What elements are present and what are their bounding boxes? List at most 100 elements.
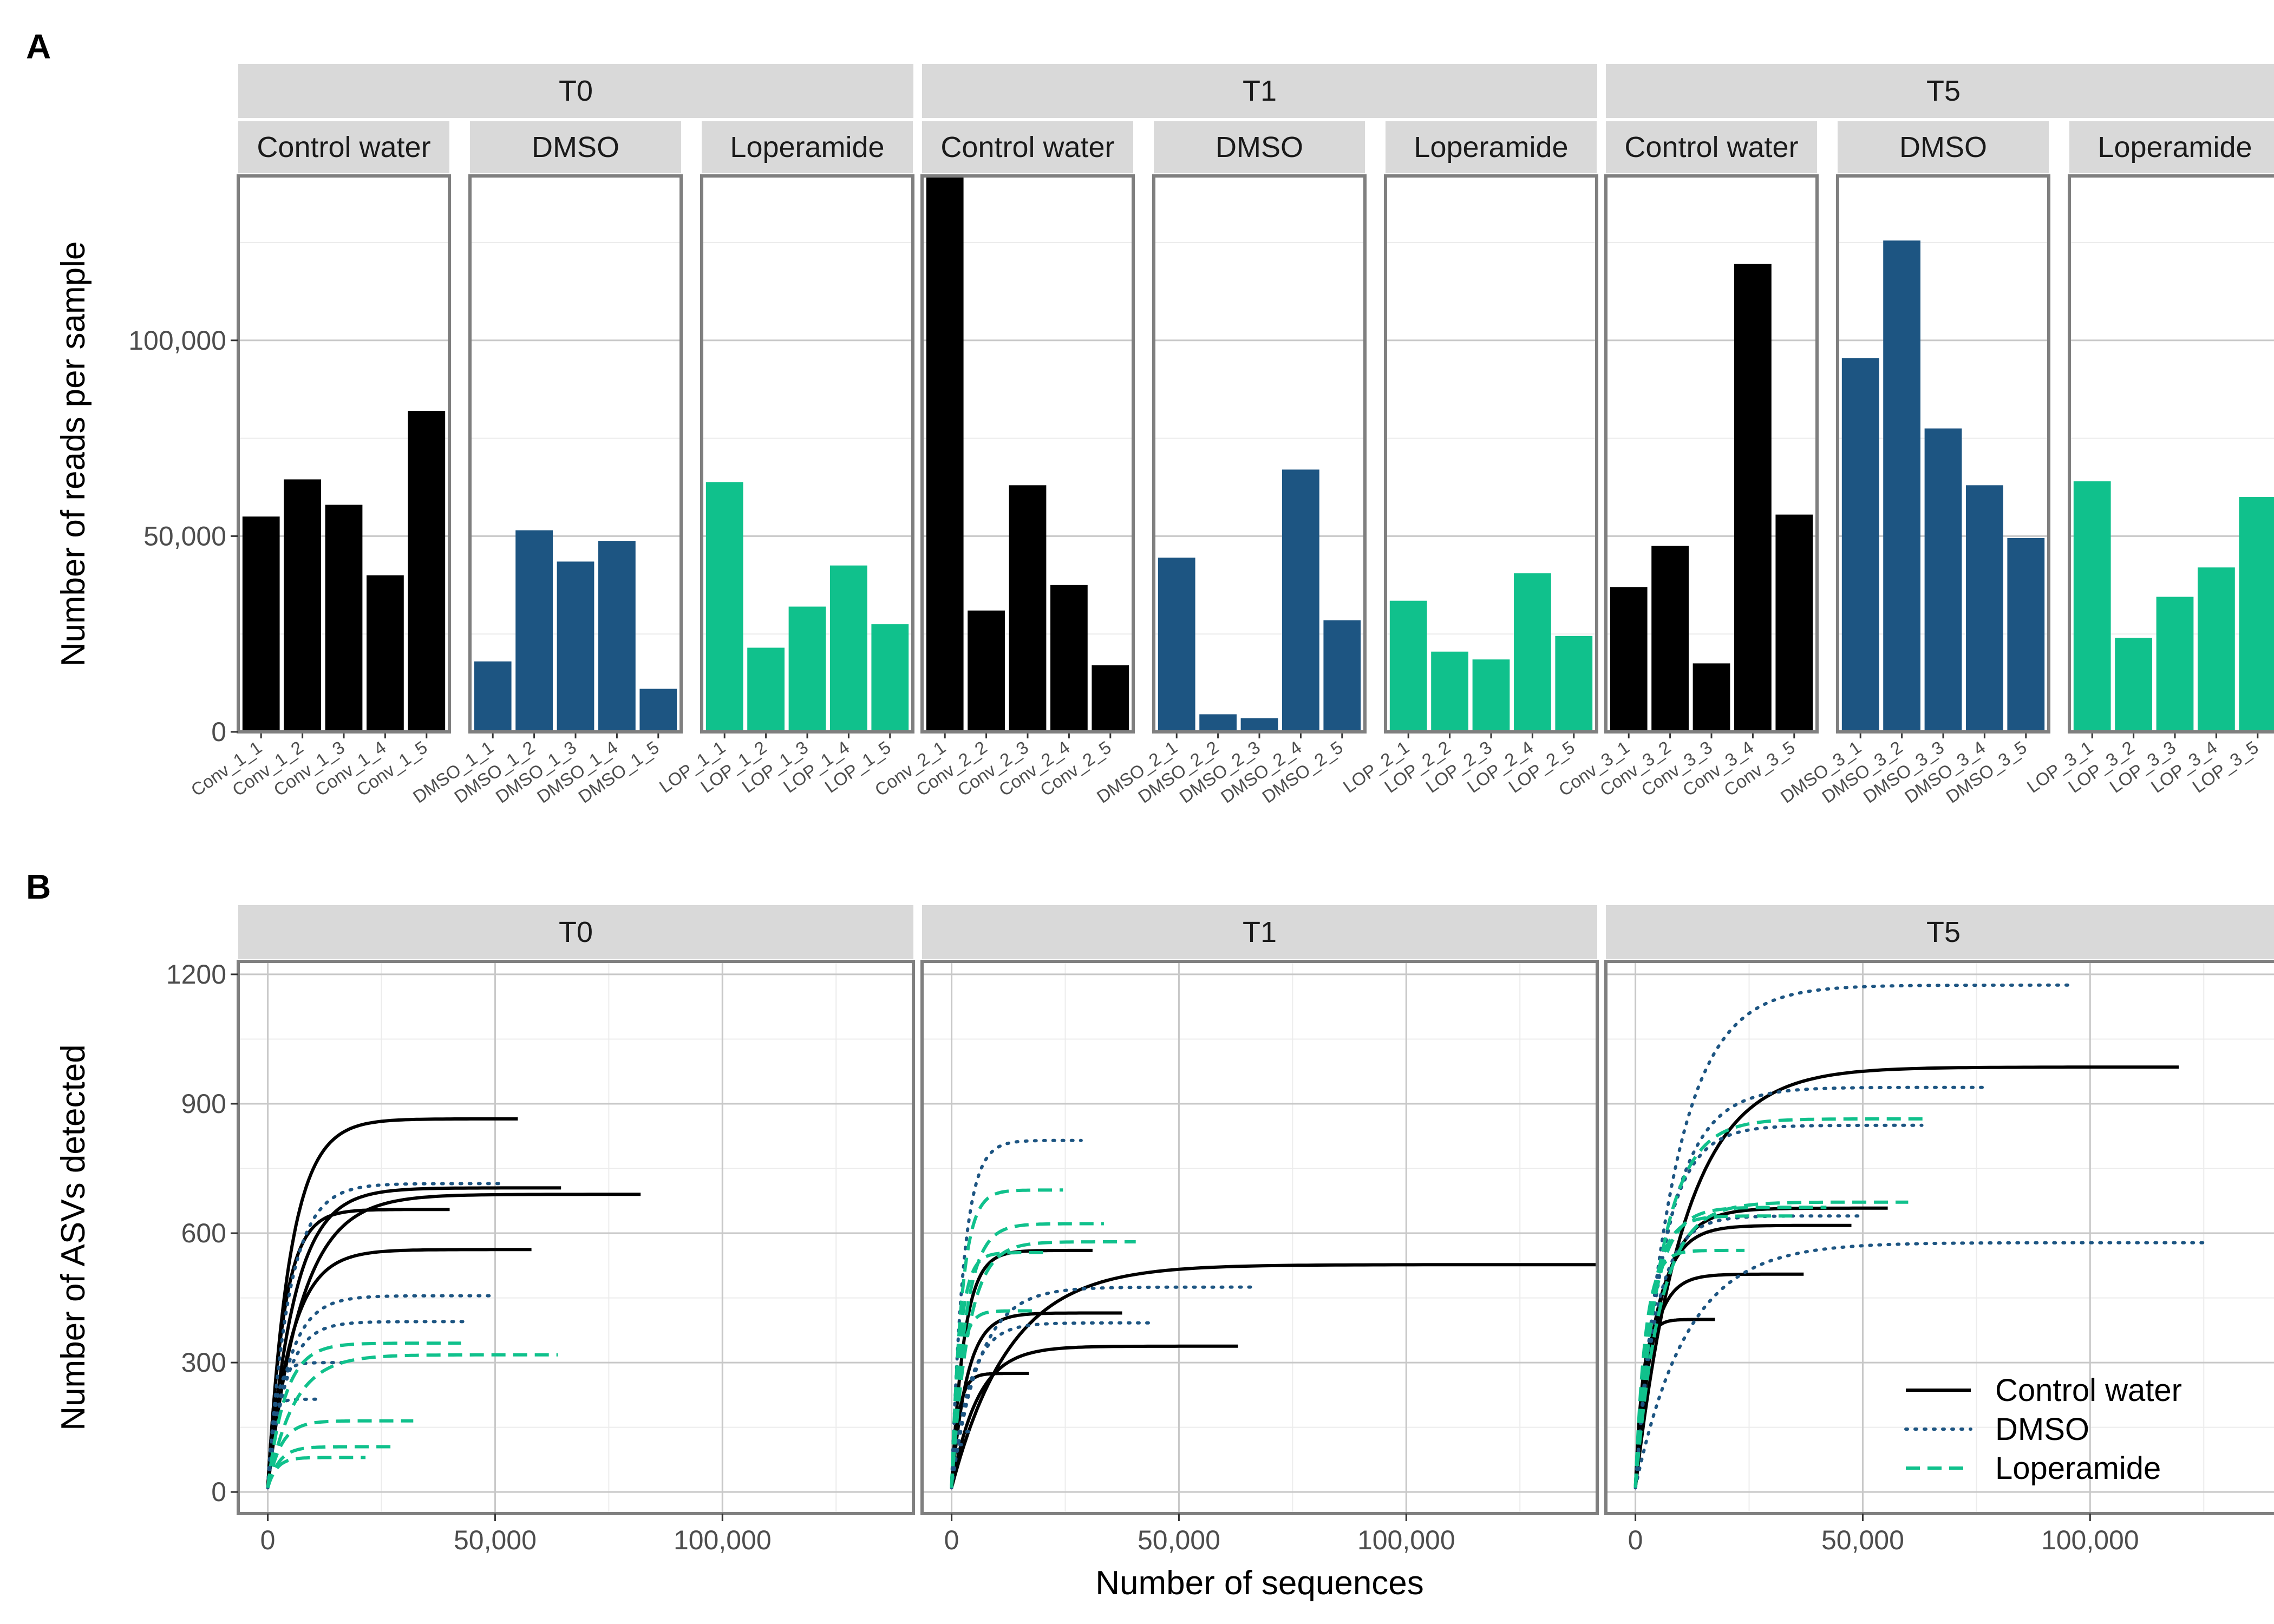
panel-frame-b <box>237 960 915 1515</box>
strip-label-control-water: Control water <box>940 131 1114 163</box>
panel-frame-a <box>468 174 683 734</box>
x-tick-label-b: 0 <box>1628 1525 1643 1555</box>
bar-lop-1-3 <box>788 606 826 732</box>
bar-lop-1-4 <box>830 565 867 732</box>
bar-dmso-2-2 <box>1199 714 1237 732</box>
curve-t0-control-water-2 <box>266 1186 561 1488</box>
y-axis-title-b: Number of ASVs detected <box>55 1044 92 1430</box>
y-tick-label-b: 900 <box>181 1089 226 1119</box>
panel-frame-a <box>1152 174 1367 734</box>
strip-label-loperamide: Loperamide <box>1414 131 1568 163</box>
y-tick-label-b: 1200 <box>166 959 226 990</box>
bar-dmso-2-3 <box>1240 718 1278 732</box>
curve-t5-loperamide-15 <box>1633 1248 1745 1488</box>
bar-dmso-3-3 <box>1924 428 1962 732</box>
bar-conv-2-5 <box>1092 665 1129 732</box>
strip-treatment-loperamide <box>1386 121 1597 173</box>
panel-frame-a <box>920 174 1135 734</box>
bar-dmso-2-5 <box>1323 620 1361 732</box>
y-tick-label-b: 0 <box>211 1477 226 1507</box>
bar-lop-3-1 <box>2073 481 2111 732</box>
panel-label-a: A <box>26 27 51 66</box>
bar-conv-3-1 <box>1610 587 1648 732</box>
bar-conv-3-5 <box>1775 514 1813 732</box>
curve-t1-loperamide-15 <box>950 1309 1036 1488</box>
curve-t1-dmso-7 <box>950 1285 1258 1490</box>
bar-conv-1-3 <box>325 505 363 732</box>
bar-conv-2-4 <box>1050 585 1088 732</box>
bar-lop-2-2 <box>1431 651 1468 732</box>
bar-dmso-1-4 <box>598 541 636 732</box>
bar-lop-2-3 <box>1472 659 1510 732</box>
strip-label-b-t5: T5 <box>1926 916 1961 948</box>
bar-lop-2-4 <box>1514 573 1551 732</box>
bar-dmso-2-4 <box>1282 469 1319 732</box>
bar-dmso-2-1 <box>1158 558 1195 732</box>
strip-treatment-loperamide <box>2069 121 2274 173</box>
bar-lop-3-2 <box>2115 638 2152 732</box>
bar-dmso-1-1 <box>474 661 512 732</box>
x-tick-label-b: 100,000 <box>1357 1525 1455 1555</box>
x-tick-label-b: 50,000 <box>1138 1525 1220 1555</box>
panel-frame-a <box>1836 174 2050 734</box>
bar-conv-1-1 <box>242 516 280 732</box>
strip-label-loperamide: Loperamide <box>730 131 884 163</box>
bar-dmso-1-2 <box>515 530 553 732</box>
legend-label-loperamide: Loperamide <box>1995 1451 2161 1486</box>
curve-t5-loperamide-11 <box>1633 1117 1926 1488</box>
strip-treatment-dmso <box>1154 121 1365 173</box>
bar-conv-3-2 <box>1651 546 1689 732</box>
panel-label-b: B <box>26 867 51 906</box>
curve-t0-loperamide-12 <box>266 1353 558 1488</box>
bar-conv-1-2 <box>284 479 321 732</box>
y-tick-label-a: 50,000 <box>143 521 226 551</box>
curve-t5-dmso-7 <box>1633 1085 1990 1490</box>
panel-b-rarefaction-chart: T0 0 50,000 100,000 T1 0 50,000 100,000 T5 0 50,00… <box>55 905 2274 1602</box>
panel-frame-a <box>2068 174 2274 734</box>
bar-lop-3-5 <box>2239 497 2274 732</box>
curve-t1-loperamide-13 <box>950 1240 1136 1488</box>
strip-time-a-t5 <box>1606 64 2274 118</box>
curve-t1-control-water-1 <box>950 1263 1597 1488</box>
strip-treatment-control-water <box>922 121 1133 173</box>
strip-time-b-t0 <box>238 905 913 959</box>
strip-label-b-t0: T0 <box>559 916 593 948</box>
x-tick-label-b: 100,000 <box>2041 1525 2139 1555</box>
strip-time-b-t5 <box>1606 905 2274 959</box>
curve-t0-dmso-10 <box>266 1397 319 1490</box>
bar-dmso-3-1 <box>1841 358 1879 732</box>
bar-dmso-1-3 <box>557 561 594 732</box>
panel-frame-b <box>1604 960 2274 1515</box>
curve-t0-loperamide-13 <box>266 1419 414 1488</box>
strip-label-loperamide: Loperamide <box>2097 131 2252 163</box>
panel-frame-a <box>237 174 451 734</box>
strip-label-a-t5: T5 <box>1926 75 1961 107</box>
y-tick-label-b: 300 <box>181 1347 226 1378</box>
legend-label-control-water: Control water <box>1995 1373 2182 1408</box>
x-tick-label-b: 50,000 <box>454 1525 537 1555</box>
bar-lop-3-3 <box>2156 597 2194 732</box>
panel-frame-a <box>700 174 914 734</box>
strip-treatment-loperamide <box>702 121 913 173</box>
bar-conv-2-2 <box>968 610 1005 732</box>
curve-t5-dmso-9 <box>1633 1214 1863 1490</box>
curve-t5-dmso-8 <box>1633 1123 1924 1490</box>
curve-t1-loperamide-14 <box>950 1250 1045 1488</box>
curve-t0-loperamide-11 <box>266 1341 461 1488</box>
bar-conv-3-4 <box>1734 264 1772 732</box>
panel-frame-b <box>920 960 1599 1515</box>
x-tick-label-b: 0 <box>260 1525 276 1555</box>
legend-label-dmso: DMSO <box>1995 1412 2089 1447</box>
strip-label-a-t0: T0 <box>559 75 593 107</box>
bar-conv-1-5 <box>408 410 446 732</box>
curve-t5-dmso-10 <box>1633 1241 2208 1490</box>
bar-conv-3-3 <box>1693 663 1730 732</box>
strip-label-dmso: DMSO <box>532 131 619 163</box>
strip-time-b-t1 <box>922 905 1597 959</box>
bar-dmso-1-5 <box>639 689 677 732</box>
strip-time-a-t0 <box>238 64 913 118</box>
curve-t0-dmso-6 <box>266 1182 504 1490</box>
strip-label-dmso: DMSO <box>1216 131 1303 163</box>
bar-dmso-3-5 <box>2007 538 2045 732</box>
